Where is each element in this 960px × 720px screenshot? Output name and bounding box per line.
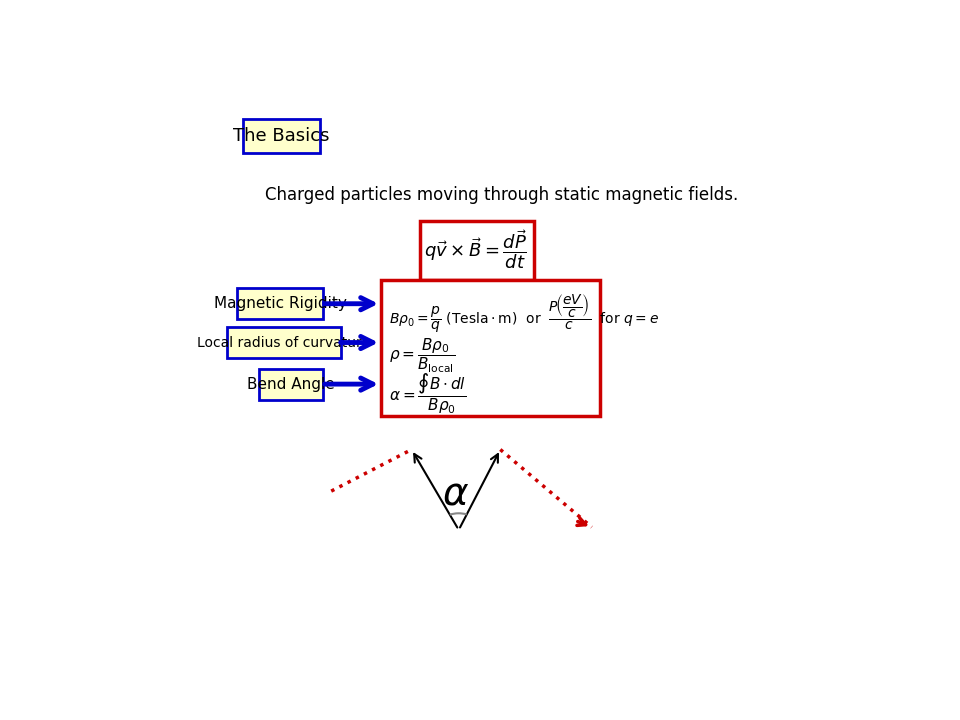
Text: Charged particles moving through static magnetic fields.: Charged particles moving through static … (265, 186, 738, 204)
FancyBboxPatch shape (259, 369, 323, 400)
Text: $q\vec{v} \times \vec{B} = \dfrac{d\vec{P}}{dt}$: $q\vec{v} \times \vec{B} = \dfrac{d\vec{… (424, 229, 527, 271)
FancyBboxPatch shape (227, 327, 341, 358)
Text: $\rho = \dfrac{B\rho_0}{B_{\rm local}}$: $\rho = \dfrac{B\rho_0}{B_{\rm local}}$ (390, 336, 456, 374)
Text: $B\rho_0 = \dfrac{p}{q}\ (\mathrm{Tesla \cdot m})\ \ \mathrm{or}\ \ \dfrac{P\!\l: $B\rho_0 = \dfrac{p}{q}\ (\mathrm{Tesla … (390, 292, 660, 335)
Text: $\alpha$: $\alpha$ (443, 475, 469, 513)
FancyBboxPatch shape (237, 288, 323, 319)
FancyBboxPatch shape (243, 119, 320, 153)
Text: Bend Angle: Bend Angle (247, 377, 335, 392)
Text: The Basics: The Basics (233, 127, 329, 145)
FancyBboxPatch shape (381, 280, 600, 416)
Text: Local radius of curvature: Local radius of curvature (198, 336, 371, 349)
FancyBboxPatch shape (420, 220, 534, 280)
Text: Magnetic Rigidity: Magnetic Rigidity (213, 296, 347, 311)
Text: $\alpha = \dfrac{\oint B \cdot dl}{B\rho_0}$: $\alpha = \dfrac{\oint B \cdot dl}{B\rho… (390, 372, 467, 416)
